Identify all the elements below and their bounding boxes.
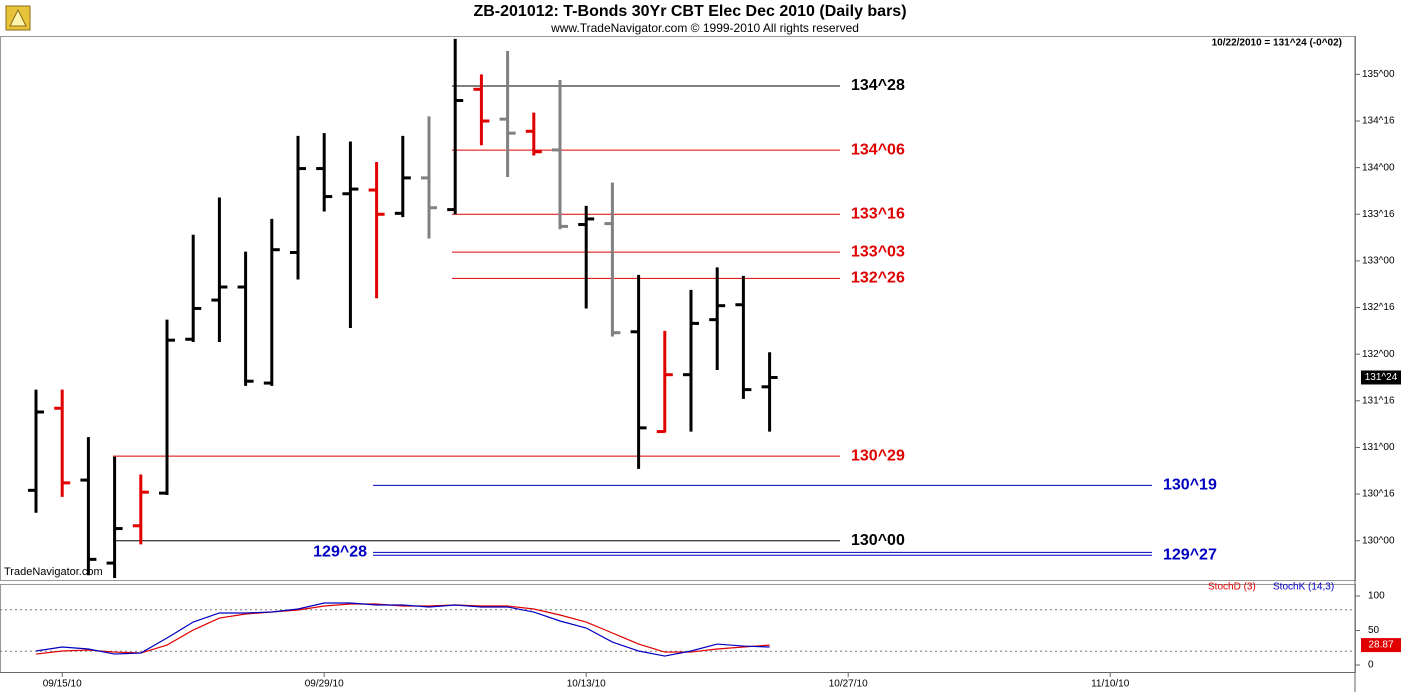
level-label: 134^06 bbox=[851, 141, 905, 158]
y-tick-label: 131^16 bbox=[1362, 395, 1395, 406]
level-label: 129^27 bbox=[1163, 546, 1217, 563]
x-tick-label: 10/27/10 bbox=[829, 679, 868, 690]
y-tick-label: 0 bbox=[1368, 660, 1374, 671]
stoch-line bbox=[35, 603, 770, 655]
y-tick-label: 132^00 bbox=[1362, 349, 1395, 360]
y-tick-label: 133^16 bbox=[1362, 209, 1395, 220]
level-label: 133^16 bbox=[851, 205, 905, 222]
level-label: 134^28 bbox=[851, 77, 905, 94]
legend-entry: StochD (3) bbox=[1208, 582, 1256, 593]
last-value-box bbox=[1361, 638, 1401, 653]
last-price-box bbox=[1361, 370, 1401, 385]
x-tick-label: 09/15/10 bbox=[43, 679, 82, 690]
level-label: 130^29 bbox=[851, 447, 905, 464]
level-label: 129^28 bbox=[313, 544, 367, 561]
y-tick-label: 135^00 bbox=[1362, 69, 1395, 80]
level-label: 133^03 bbox=[851, 243, 905, 260]
y-tick-label: 130^00 bbox=[1362, 535, 1395, 546]
y-tick-label: 134^16 bbox=[1362, 116, 1395, 127]
y-tick-label: 133^00 bbox=[1362, 256, 1395, 267]
y-tick-label: 100 bbox=[1368, 591, 1385, 602]
y-tick-label: 134^00 bbox=[1362, 162, 1395, 173]
level-label: 130^00 bbox=[851, 532, 905, 549]
last-price-label: 131^24 bbox=[1365, 372, 1398, 383]
watermark: TradeNavigator.com bbox=[4, 566, 103, 578]
level-label: 132^26 bbox=[851, 270, 905, 287]
legend-entry: StochK (14,3) bbox=[1273, 582, 1334, 593]
logo bbox=[5, 5, 31, 31]
x-tick-label: 11/10/10 bbox=[1091, 679, 1130, 690]
last-value-label: 28.87 bbox=[1368, 640, 1393, 651]
x-tick-label: 10/13/10 bbox=[567, 679, 606, 690]
y-tick-label: 130^16 bbox=[1362, 489, 1395, 500]
level-label: 130^19 bbox=[1163, 477, 1217, 494]
chart-title: ZB-201012: T-Bonds 30Yr CBT Elec Dec 201… bbox=[473, 3, 906, 20]
stoch-line bbox=[35, 602, 770, 657]
price-annotation: 10/22/2010 = 131^24 (-0^02) bbox=[1212, 38, 1342, 49]
y-tick-label: 132^16 bbox=[1362, 302, 1395, 313]
x-tick-label: 09/29/10 bbox=[305, 679, 344, 690]
chart-subtitle: www.TradeNavigator.com © 1999-2010 All r… bbox=[550, 21, 859, 35]
y-tick-label: 131^00 bbox=[1362, 442, 1395, 453]
y-tick-label: 50 bbox=[1368, 625, 1380, 636]
